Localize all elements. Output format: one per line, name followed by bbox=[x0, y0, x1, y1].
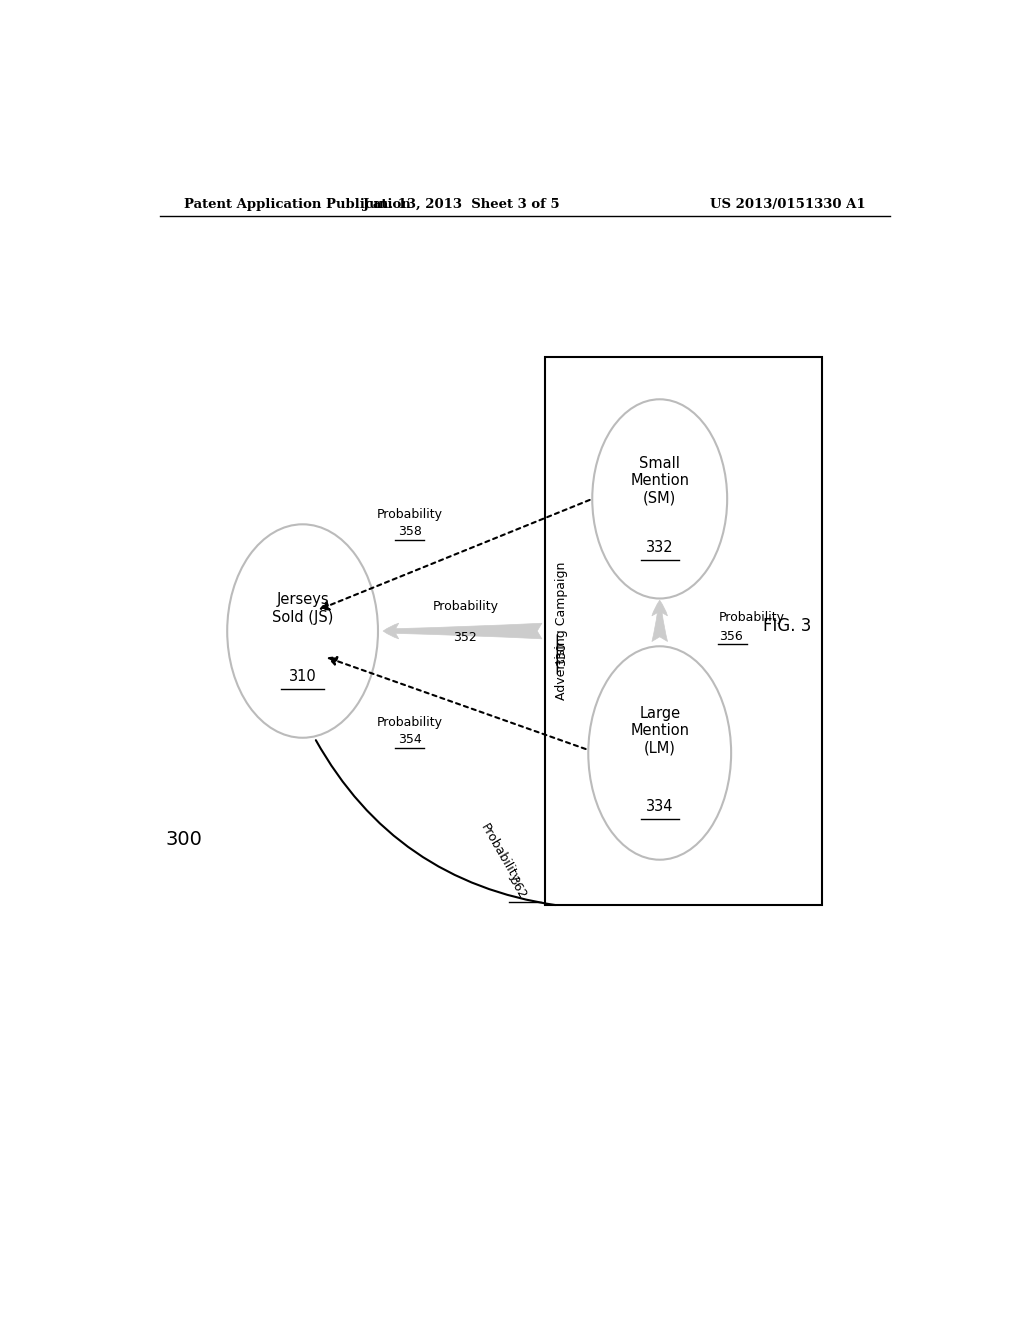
Text: Probability: Probability bbox=[477, 822, 521, 886]
Text: Probability: Probability bbox=[377, 508, 442, 520]
Text: 354: 354 bbox=[398, 734, 422, 746]
Bar bbox=[545, 356, 822, 906]
Text: US 2013/0151330 A1: US 2013/0151330 A1 bbox=[711, 198, 866, 211]
Text: Jun. 13, 2013  Sheet 3 of 5: Jun. 13, 2013 Sheet 3 of 5 bbox=[362, 198, 560, 211]
Text: Probability: Probability bbox=[377, 715, 442, 729]
Text: 330: 330 bbox=[555, 643, 568, 667]
Text: Large
Mention
(LM): Large Mention (LM) bbox=[630, 706, 689, 755]
Text: Jerseys
Sold (JS): Jerseys Sold (JS) bbox=[272, 593, 333, 624]
Text: 352: 352 bbox=[454, 631, 477, 644]
Text: 300: 300 bbox=[165, 830, 202, 849]
Text: FIG. 3: FIG. 3 bbox=[763, 616, 811, 635]
Ellipse shape bbox=[592, 399, 727, 598]
Ellipse shape bbox=[588, 647, 731, 859]
Text: 310: 310 bbox=[289, 669, 316, 684]
Text: Probability: Probability bbox=[432, 599, 499, 612]
Text: Patent Application Publication: Patent Application Publication bbox=[183, 198, 411, 211]
Text: 334: 334 bbox=[646, 800, 674, 814]
Text: Small
Mention
(SM): Small Mention (SM) bbox=[630, 455, 689, 506]
Text: Advertising Campaign: Advertising Campaign bbox=[555, 562, 568, 700]
Text: 362: 362 bbox=[505, 874, 528, 900]
Ellipse shape bbox=[227, 524, 378, 738]
Text: Probability: Probability bbox=[719, 611, 785, 624]
Text: 358: 358 bbox=[397, 525, 422, 539]
Text: 356: 356 bbox=[719, 630, 743, 643]
Text: 332: 332 bbox=[646, 540, 674, 556]
